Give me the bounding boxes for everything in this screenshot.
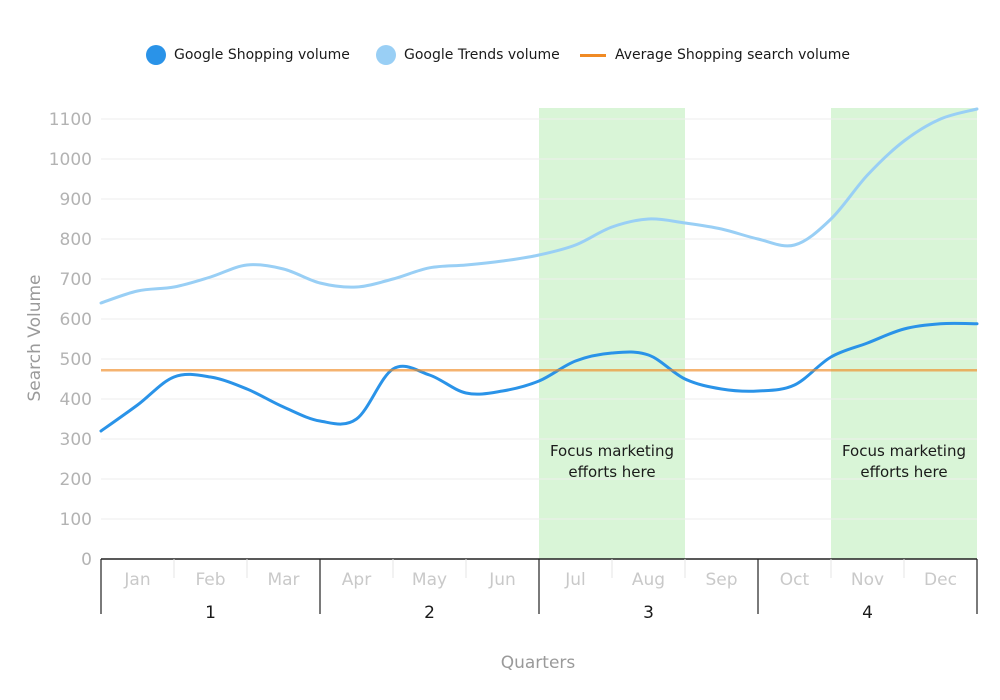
month-label: Jul bbox=[564, 570, 586, 590]
legend-swatch-average bbox=[580, 53, 606, 57]
legend-label-trends: Google Trends volume bbox=[404, 47, 560, 63]
x-axis-title: Quarters bbox=[501, 653, 576, 673]
quarter-label: 3 bbox=[643, 603, 654, 623]
series-line-shopping bbox=[99, 321, 979, 433]
y-tick-label: 1100 bbox=[49, 110, 92, 130]
legend-item-trends[interactable]: Google Trends volume bbox=[376, 44, 560, 66]
annotation-text: Focus marketing bbox=[842, 442, 966, 460]
month-label: Dec bbox=[924, 570, 957, 590]
month-label: Feb bbox=[195, 570, 225, 590]
quarter-label: 2 bbox=[424, 603, 435, 623]
y-tick-label: 900 bbox=[60, 190, 92, 210]
month-label: Sep bbox=[705, 570, 737, 590]
y-tick-label: 300 bbox=[60, 430, 92, 450]
month-label: Mar bbox=[267, 570, 299, 590]
month-label: Jun bbox=[488, 570, 516, 590]
month-label: Apr bbox=[342, 570, 371, 590]
y-tick-label: 400 bbox=[60, 390, 92, 410]
y-tick-label: 600 bbox=[60, 310, 92, 330]
annotation-text: efforts here bbox=[568, 463, 655, 481]
highlight-band-1 bbox=[539, 108, 685, 559]
legend-item-shopping[interactable]: Google Shopping volume bbox=[146, 44, 350, 66]
month-label: Oct bbox=[780, 570, 810, 590]
y-tick-label: 200 bbox=[60, 470, 92, 490]
legend-label-average: Average Shopping search volume bbox=[615, 47, 850, 63]
y-tick-label: 800 bbox=[60, 230, 92, 250]
legend-label-shopping: Google Shopping volume bbox=[174, 47, 350, 63]
y-axis-title: Search Volume bbox=[25, 274, 45, 401]
annotation-text: efforts here bbox=[860, 463, 947, 481]
annotation-text: Focus marketing bbox=[550, 442, 674, 460]
legend: Google Shopping volume Google Trends vol… bbox=[0, 44, 1000, 66]
y-tick-label: 0 bbox=[81, 550, 92, 570]
legend-swatch-shopping bbox=[146, 45, 166, 65]
legend-item-average[interactable]: Average Shopping search volume bbox=[580, 44, 850, 66]
highlight-band-2 bbox=[831, 108, 977, 559]
month-label: May bbox=[412, 570, 447, 590]
month-label: Aug bbox=[632, 570, 665, 590]
legend-swatch-trends bbox=[376, 45, 396, 65]
series-line-trends bbox=[99, 107, 979, 305]
month-label: Jan bbox=[123, 570, 150, 590]
y-tick-label: 700 bbox=[60, 270, 92, 290]
y-tick-label: 1000 bbox=[49, 150, 92, 170]
quarter-label: 4 bbox=[862, 603, 873, 623]
month-label: Nov bbox=[851, 570, 884, 590]
quarter-label: 1 bbox=[205, 603, 216, 623]
y-tick-label: 500 bbox=[60, 350, 92, 370]
y-tick-label: 100 bbox=[60, 510, 92, 530]
